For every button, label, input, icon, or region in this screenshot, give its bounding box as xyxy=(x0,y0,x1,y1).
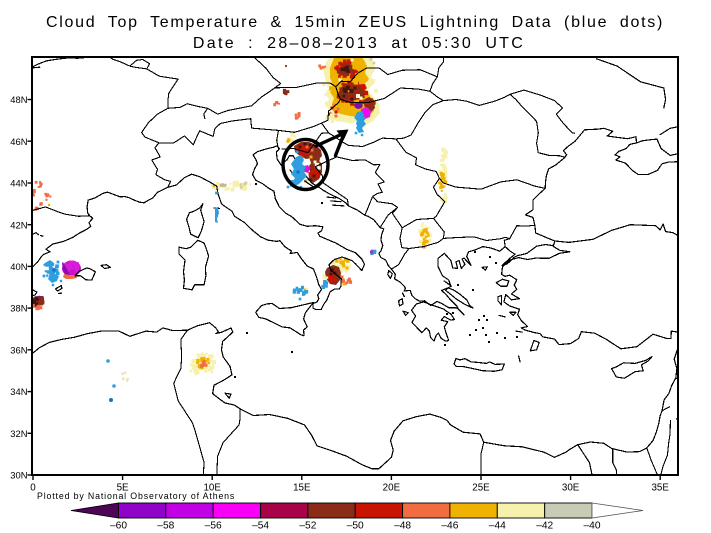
svg-text:15E: 15E xyxy=(293,483,311,494)
svg-text:42N: 42N xyxy=(10,219,27,230)
svg-text:Cloud Top Temperature & 15min: Cloud Top Temperature & 15min ZEUS Light… xyxy=(46,14,664,31)
svg-text:–42: –42 xyxy=(536,521,553,532)
svg-text:20E: 20E xyxy=(383,483,401,494)
svg-text:Plotted by National Observator: Plotted by National Observatory of Athen… xyxy=(37,491,235,501)
svg-text:38N: 38N xyxy=(10,303,27,314)
svg-text:5E: 5E xyxy=(117,483,129,494)
svg-text:0: 0 xyxy=(30,483,36,494)
svg-text:–48: –48 xyxy=(394,521,411,532)
svg-text:10E: 10E xyxy=(203,483,221,494)
svg-text:–46: –46 xyxy=(441,521,458,532)
svg-text:44N: 44N xyxy=(10,178,27,189)
svg-text:–58: –58 xyxy=(157,521,174,532)
svg-text:30N: 30N xyxy=(10,470,27,481)
svg-text:48N: 48N xyxy=(10,94,27,105)
svg-text:25E: 25E xyxy=(472,483,490,494)
svg-text:–44: –44 xyxy=(489,521,506,532)
svg-text:40N: 40N xyxy=(10,261,27,272)
svg-text:–60: –60 xyxy=(110,521,127,532)
svg-text:–52: –52 xyxy=(299,521,316,532)
svg-text:35E: 35E xyxy=(651,483,669,494)
svg-text:–50: –50 xyxy=(347,521,364,532)
svg-text:–40: –40 xyxy=(584,521,601,532)
svg-text:Date : 28–08–2013 at 05:30 UTC: Date : 28–08–2013 at 05:30 UTC xyxy=(193,35,525,52)
svg-text:46N: 46N xyxy=(10,136,27,147)
svg-text:–56: –56 xyxy=(205,521,222,532)
svg-text:34N: 34N xyxy=(10,386,27,397)
svg-text:36N: 36N xyxy=(10,344,27,355)
svg-text:30E: 30E xyxy=(562,483,580,494)
svg-text:–54: –54 xyxy=(252,521,269,532)
svg-text:32N: 32N xyxy=(10,428,27,439)
